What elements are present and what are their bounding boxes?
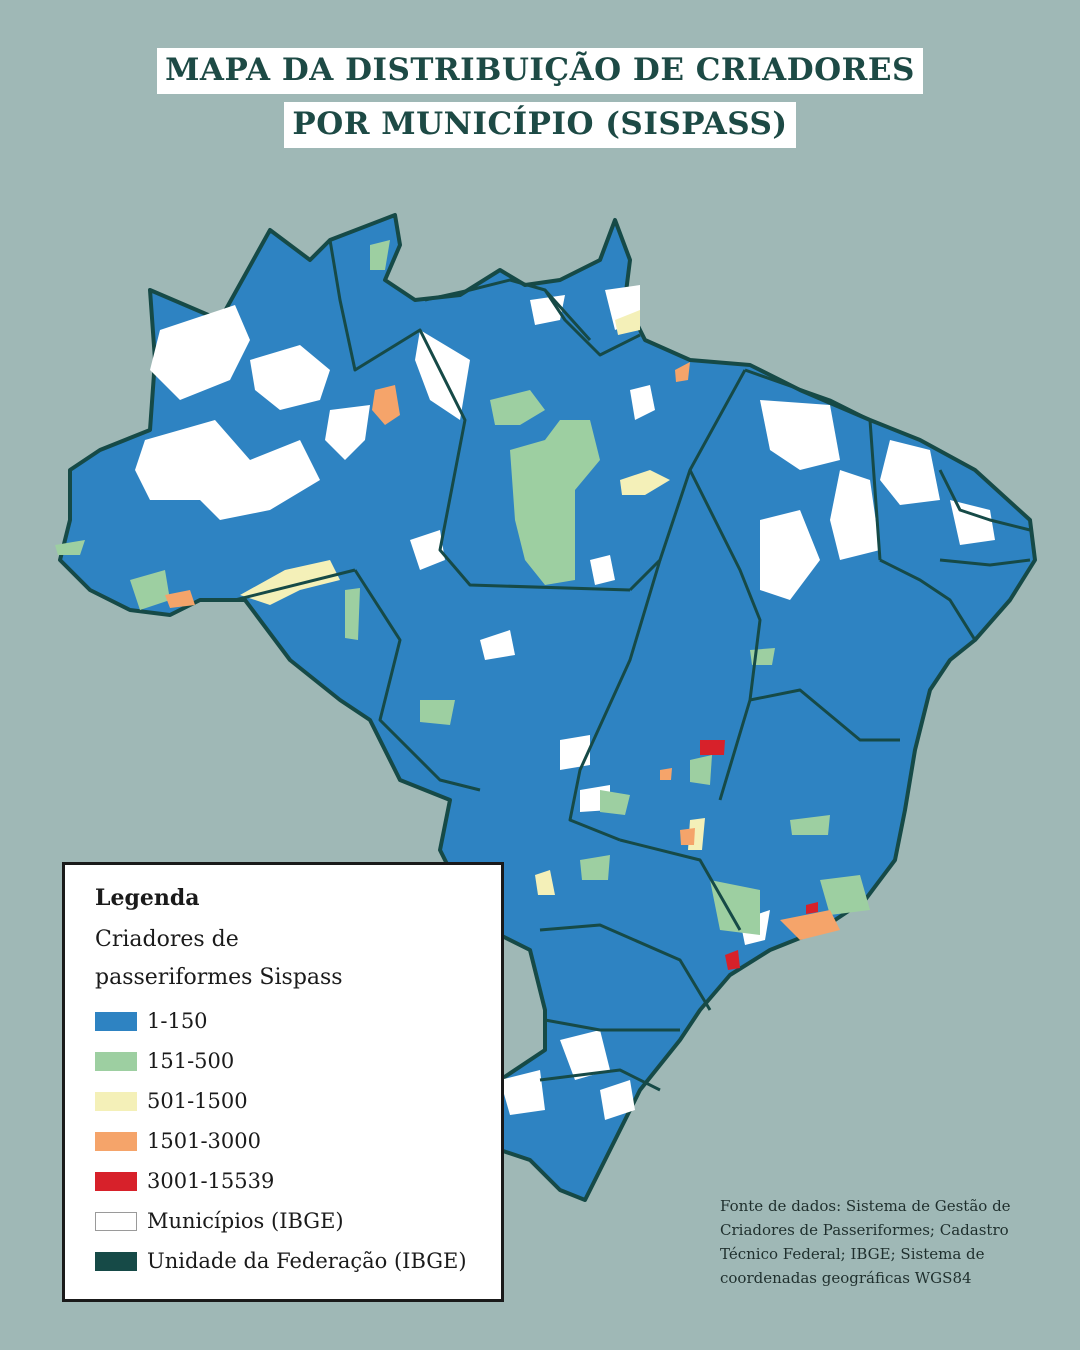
orange-patch (372, 385, 400, 425)
title-line-2: POR MUNICÍPIO (SISPASS) (284, 102, 796, 148)
legend-swatch (95, 1091, 137, 1111)
uf-border-line (424, 278, 592, 342)
class-1501-3000-areas (165, 362, 840, 940)
yellow-patch (620, 470, 670, 495)
legend-swatch (95, 1211, 137, 1231)
municipio-patch (760, 400, 840, 470)
legend-swatch (95, 1251, 137, 1271)
uf-border-line (744, 368, 882, 561)
legend-swatch (95, 1011, 137, 1031)
legend-item-151-500: 151-500 (95, 1041, 501, 1081)
green-patch (490, 390, 545, 425)
legend-label: 501-1500 (147, 1089, 248, 1113)
orange-patch (680, 828, 695, 845)
legend-item-3001-15539: 3001-15539 (95, 1161, 501, 1201)
green-patch (710, 880, 760, 935)
red-patch (725, 950, 740, 970)
orange-patch (675, 362, 690, 382)
green-patch (370, 240, 390, 270)
uf-border-line (353, 569, 481, 792)
green-patch (420, 700, 455, 725)
legend-label: 151-500 (147, 1049, 235, 1073)
legend-item-501-1500: 501-1500 (95, 1081, 501, 1121)
legend-label: 1501-3000 (147, 1129, 261, 1153)
legend-subtitle: Criadores de passeriformes Sispass (95, 927, 343, 990)
municipio-patch (760, 510, 820, 600)
municipio-patch (150, 305, 250, 400)
red-patch (806, 902, 818, 914)
green-patch (55, 540, 85, 555)
municipio-patch (135, 420, 320, 520)
municipio-patch (250, 345, 330, 410)
uf-border-line (939, 558, 1031, 567)
uf-borders (234, 239, 1031, 1092)
uf-border-line (749, 688, 900, 742)
municipio-patch (630, 385, 655, 420)
legend-item-1-150: 1-150 (95, 1001, 501, 1041)
municipio-patch (830, 470, 880, 560)
municipio-patch (600, 1080, 635, 1120)
uf-border-line (328, 239, 631, 592)
municipios-low-data (135, 285, 995, 1120)
municipio-patch (590, 555, 615, 585)
legend-label: 3001-15539 (147, 1169, 275, 1193)
data-source-note: Fonte de dados: Sistema de Gestão de Cri… (720, 1197, 1011, 1287)
yellow-patch (535, 870, 555, 895)
uf-border-line (628, 369, 747, 592)
legend-label: 1-150 (147, 1009, 208, 1033)
uf-border-line (544, 1018, 680, 1032)
municipio-patch (480, 630, 515, 660)
uf-border-line (539, 1068, 661, 1092)
green-patch (820, 875, 870, 915)
title-line-1: MAPA DA DISTRIBUIÇÃO DE CRIADORES (157, 48, 923, 94)
uf-border-line (619, 838, 742, 931)
municipio-patch (500, 1070, 545, 1115)
green-patch (580, 855, 610, 880)
uf-border-line (543, 289, 641, 357)
map-legend: Legenda Criadores de passeriformes Sispa… (62, 862, 504, 1302)
green-patch (130, 570, 170, 610)
uf-border-line (568, 559, 662, 842)
municipio-patch (880, 440, 940, 505)
green-patch (510, 420, 600, 585)
legend-title: Legenda (95, 885, 200, 911)
uf-border-line (234, 568, 356, 602)
municipio-patch (560, 1030, 610, 1080)
legend-item-uf: Unidade da Federação (IBGE) (95, 1241, 501, 1281)
municipio-patch (325, 405, 370, 460)
orange-patch (165, 590, 195, 608)
green-patch (600, 790, 630, 815)
legend-swatch (95, 1131, 137, 1151)
orange-patch (780, 910, 840, 940)
yellow-patch (615, 310, 640, 335)
municipio-patch (560, 735, 590, 770)
green-patch (790, 815, 830, 835)
legend-item-municipios: Municípios (IBGE) (95, 1201, 501, 1241)
red-patch (700, 740, 725, 755)
class-3001-15539-areas (700, 740, 818, 970)
legend-label: Unidade da Federação (IBGE) (147, 1249, 467, 1273)
orange-patch (660, 768, 672, 780)
municipio-patch (410, 530, 445, 570)
legend-label: Municípios (IBGE) (147, 1209, 344, 1233)
uf-border-line (879, 558, 977, 641)
green-patch (345, 588, 360, 640)
uf-border-line (938, 469, 1031, 532)
legend-item-1501-3000: 1501-3000 (95, 1121, 501, 1161)
uf-border-line (539, 923, 712, 1011)
uf-border-line (688, 469, 762, 801)
legend-swatch (95, 1051, 137, 1071)
green-patch (690, 755, 712, 785)
legend-swatch (95, 1171, 137, 1191)
map-title: MAPA DA DISTRIBUIÇÃO DE CRIADORES POR MU… (0, 48, 1080, 148)
